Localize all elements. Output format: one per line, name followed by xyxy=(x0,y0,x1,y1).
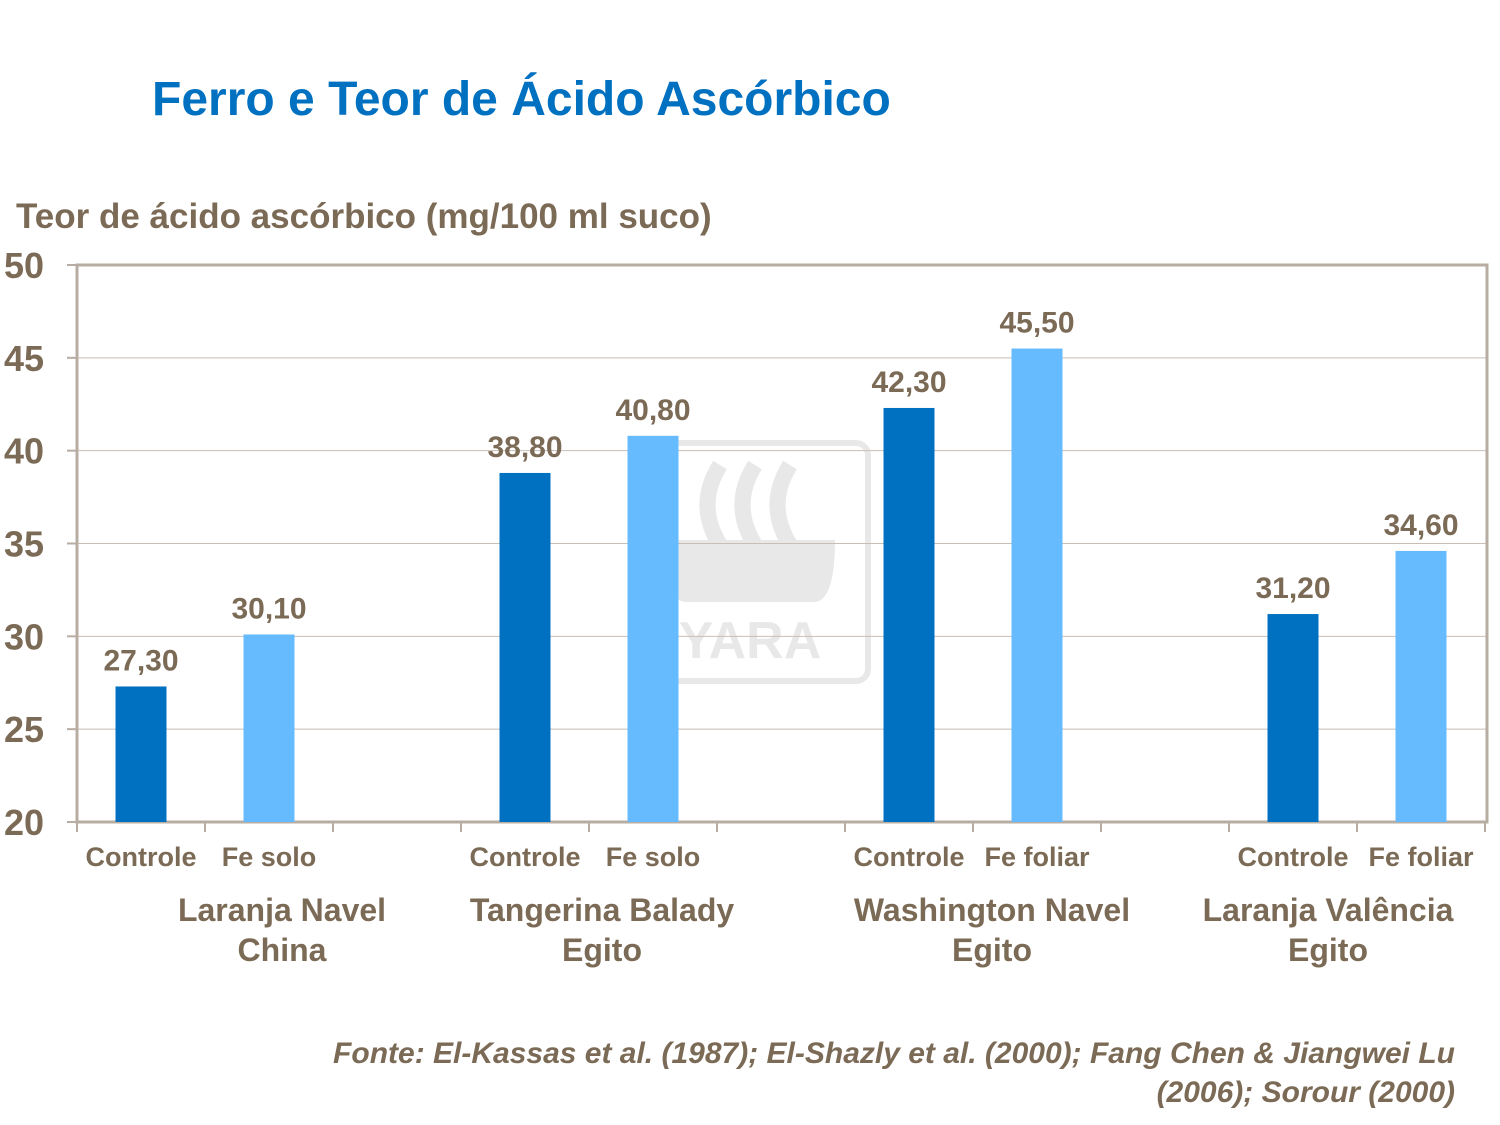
y-tick-label: 35 xyxy=(4,524,44,565)
chart-title: Ferro e Teor de Ácido Ascórbico xyxy=(152,72,891,126)
y-axis-label: Teor de ácido ascórbico (mg/100 ml suco) xyxy=(16,197,712,236)
y-tick-label: 50 xyxy=(4,245,44,286)
data-label: 38,80 xyxy=(487,431,562,464)
source-line-1: Fonte: El-Kassas et al. (1987); El-Shazl… xyxy=(333,1037,1455,1070)
bar xyxy=(243,634,295,822)
data-label: 34,60 xyxy=(1383,509,1458,542)
y-tick-label: 25 xyxy=(4,709,44,750)
source-line-2: (2006); Sorour (2000) xyxy=(1157,1076,1455,1109)
bar xyxy=(115,686,167,822)
data-label: 45,50 xyxy=(999,307,1074,340)
group-label: Laranja Valência xyxy=(1203,892,1454,928)
group-label: Egito xyxy=(1288,932,1368,968)
yara-logo-watermark: YARA xyxy=(629,440,871,684)
plot-frame xyxy=(75,263,1489,824)
data-label: 27,30 xyxy=(103,644,178,677)
group-label: Laranja Navel xyxy=(178,892,386,928)
data-label: 30,10 xyxy=(231,592,306,625)
group-label: China xyxy=(238,932,327,968)
y-tick-label: 20 xyxy=(4,802,44,843)
group-label: Washington Navel xyxy=(854,892,1130,928)
y-tick-label: 30 xyxy=(4,616,44,657)
bar xyxy=(1011,348,1063,822)
group-label: Egito xyxy=(952,932,1032,968)
x-tick-label: Fe foliar xyxy=(1368,842,1474,872)
x-tick-label: Controle xyxy=(470,842,581,872)
data-label: 31,20 xyxy=(1255,572,1330,605)
bar xyxy=(627,435,679,822)
bar xyxy=(1395,550,1447,822)
x-tick-label: Controle xyxy=(854,842,965,872)
watermark-text: YARA xyxy=(679,612,822,670)
data-label: 42,30 xyxy=(871,366,946,399)
group-label: Tangerina Balady xyxy=(470,892,735,928)
group-label: Egito xyxy=(562,932,642,968)
bar xyxy=(499,472,551,822)
y-tick-label: 40 xyxy=(4,431,44,472)
x-tick-label: Fe solo xyxy=(222,842,317,872)
bar xyxy=(1267,614,1319,822)
y-tick-label: 45 xyxy=(4,338,44,379)
bar xyxy=(883,407,935,822)
x-tick-label: Fe foliar xyxy=(984,842,1090,872)
x-tick-label: Fe solo xyxy=(606,842,701,872)
x-tick-label: Controle xyxy=(1238,842,1349,872)
x-tick-label: Controle xyxy=(86,842,197,872)
data-label: 40,80 xyxy=(615,394,690,427)
